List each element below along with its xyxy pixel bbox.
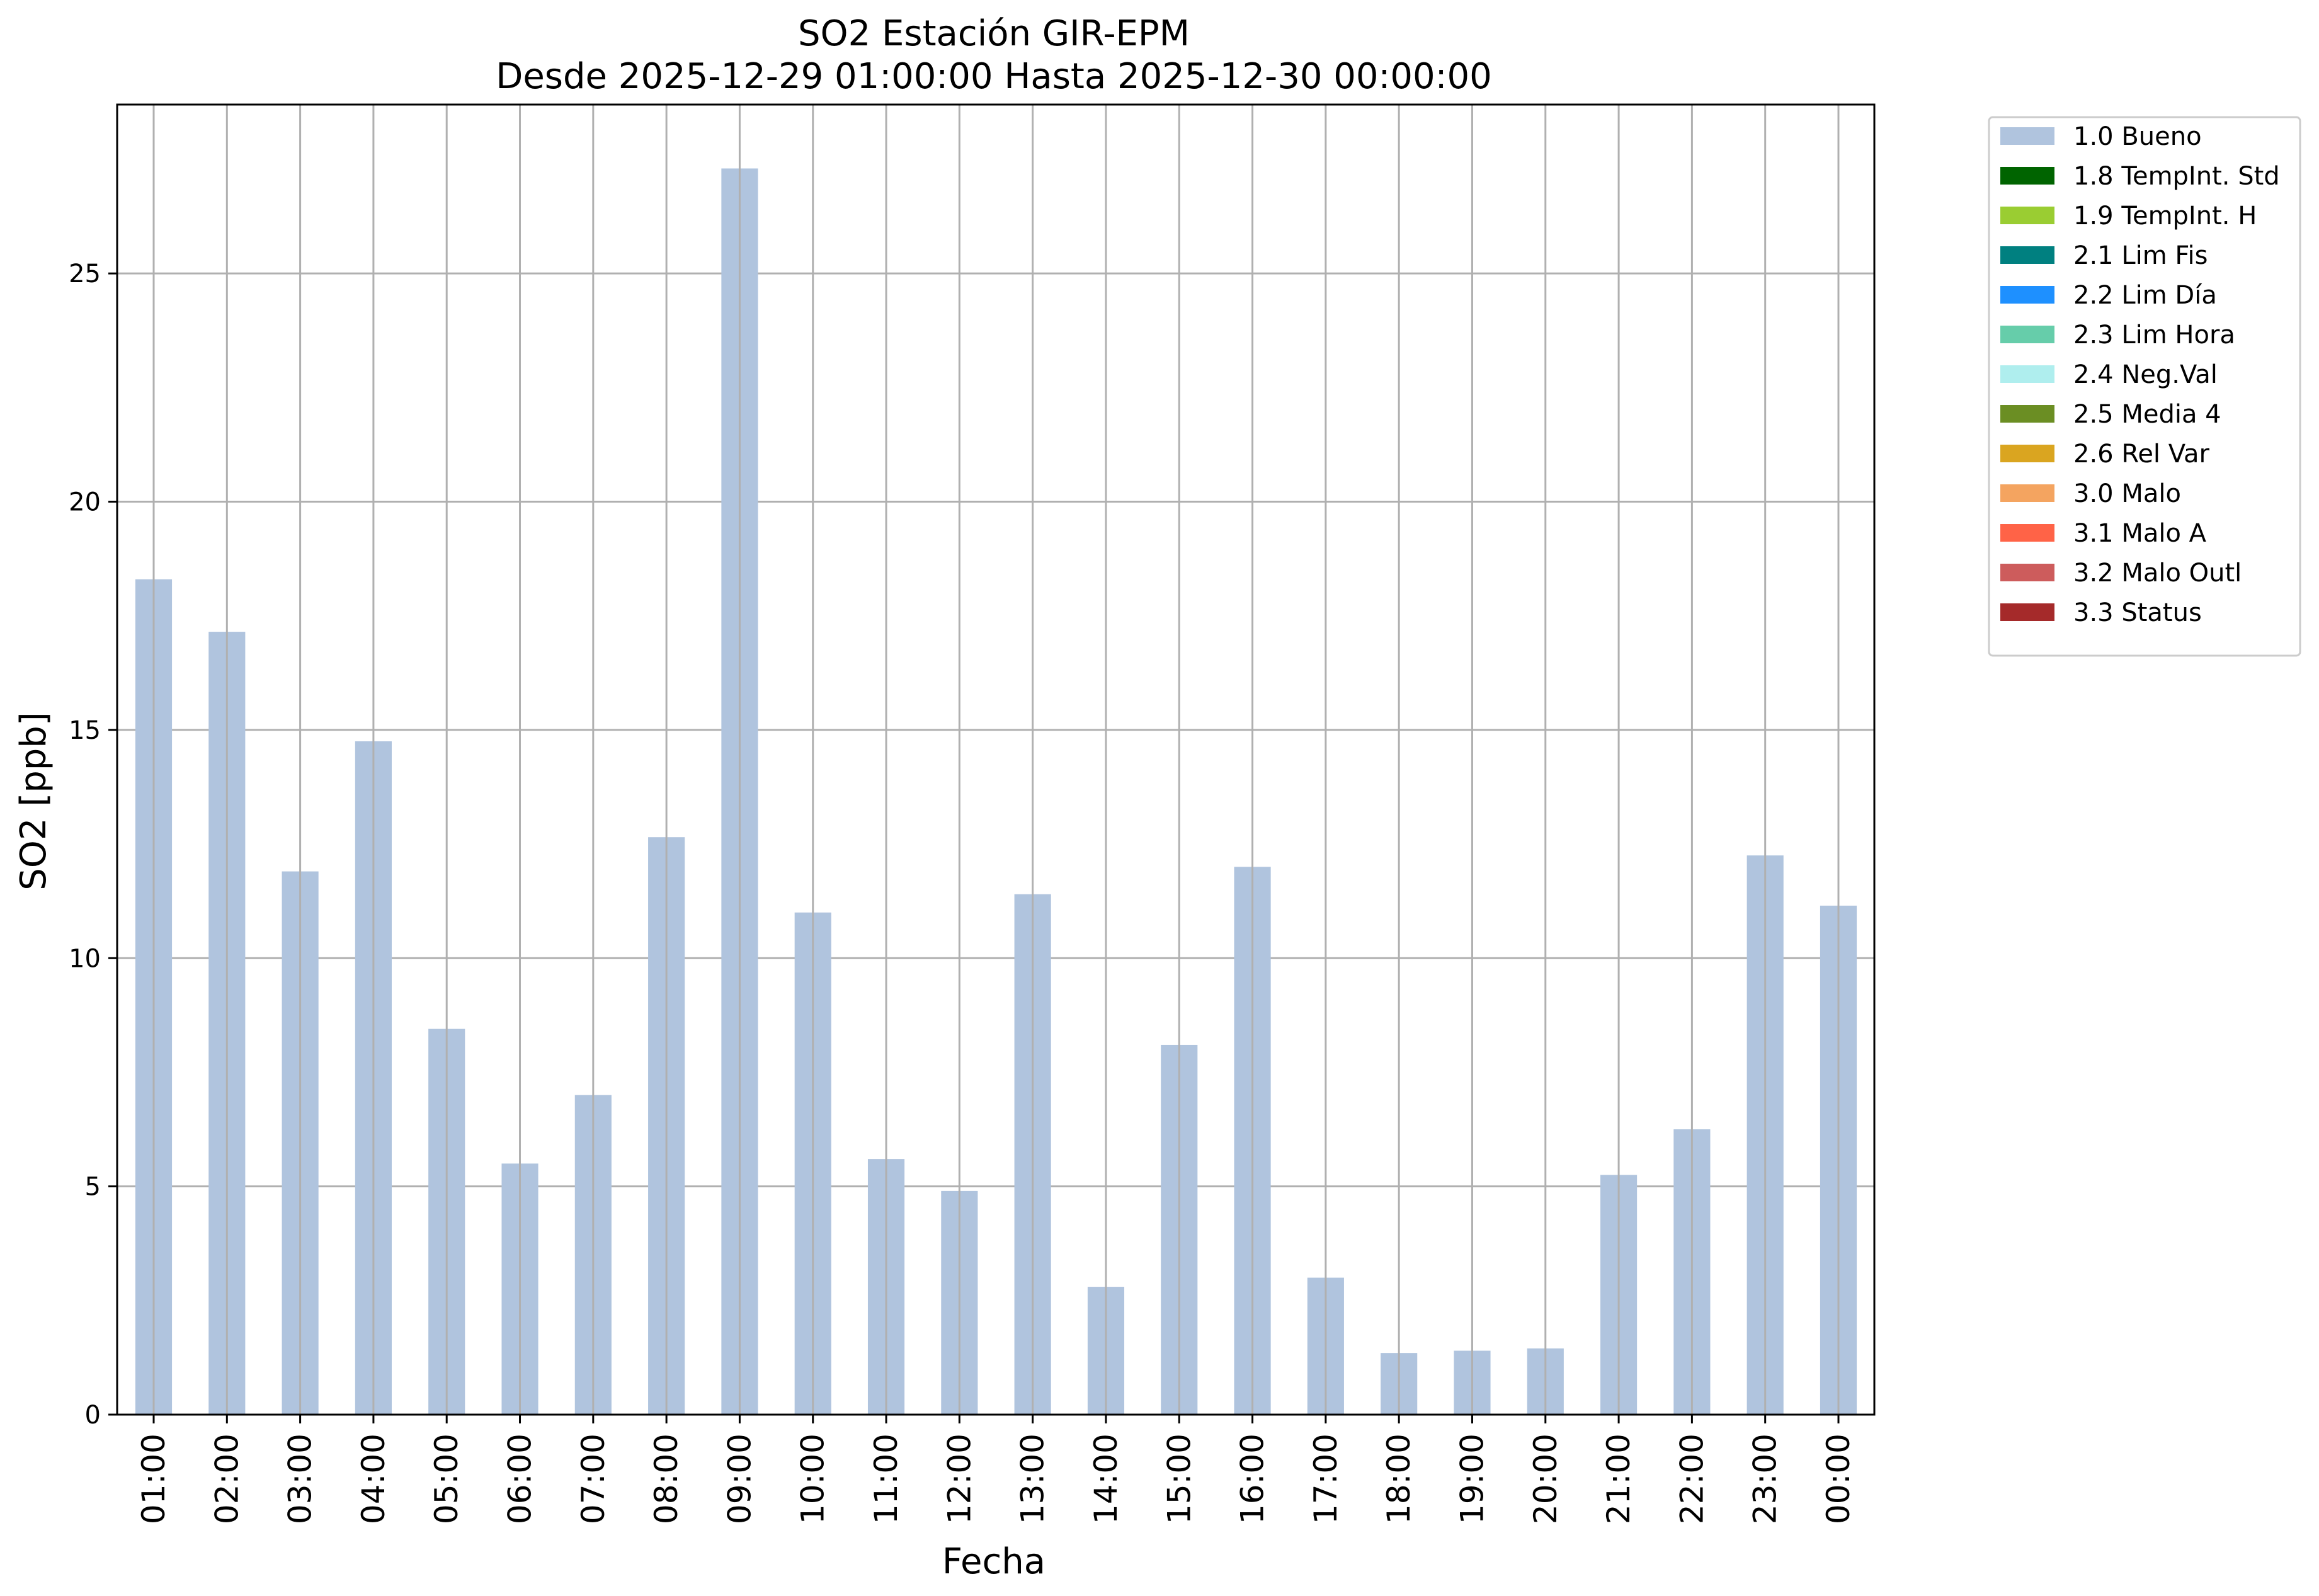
x-tick-label: 09:00	[721, 1434, 758, 1524]
x-tick-label: 01:00	[135, 1434, 172, 1524]
legend-label: 2.3 Lim Hora	[2073, 321, 2235, 350]
legend-swatch	[2000, 326, 2054, 343]
legend-label: 2.1 Lim Fis	[2073, 241, 2208, 270]
y-tick-label: 10	[69, 944, 101, 973]
legend-label: 1.9 TempInt. H	[2073, 202, 2257, 231]
x-tick-label: 11:00	[868, 1434, 904, 1524]
y-axis-label: SO2 [ppb]	[13, 712, 54, 890]
legend-label: 1.0 Bueno	[2073, 122, 2202, 151]
x-tick-label: 06:00	[502, 1434, 538, 1524]
legend: 1.0 Bueno 1.8 TempInt. Std 1.9 TempInt. H 2…	[1988, 116, 2301, 657]
x-tick-label: 00:00	[1820, 1434, 1857, 1524]
x-tick-label: 13:00	[1015, 1434, 1051, 1524]
x-tick-label: 20:00	[1527, 1434, 1564, 1524]
x-axis-label: Fecha	[942, 1541, 1046, 1582]
x-tick-label: 23:00	[1747, 1434, 1784, 1524]
x-tick-label: 02:00	[208, 1434, 245, 1524]
legend-swatch	[2000, 365, 2054, 383]
legend-swatch	[2000, 603, 2054, 621]
legend-swatch	[2000, 445, 2054, 462]
x-tick-label: 19:00	[1454, 1434, 1490, 1524]
legend-label: 1.8 TempInt. Std	[2073, 162, 2280, 191]
legend-box	[1988, 116, 2301, 657]
x-tick-label: 15:00	[1161, 1434, 1197, 1524]
x-tick-label: 18:00	[1381, 1434, 1417, 1524]
x-tick-label: 21:00	[1600, 1434, 1637, 1524]
legend-label: 2.2 Lim Día	[2073, 281, 2217, 310]
legend-swatch	[2000, 167, 2054, 185]
legend-label: 3.1 Malo A	[2073, 519, 2207, 548]
x-tick-label: 05:00	[428, 1434, 465, 1524]
legend-label: 3.2 Malo Outl	[2073, 559, 2242, 588]
y-tick-label: 15	[69, 716, 101, 745]
x-tick-label: 22:00	[1673, 1434, 1710, 1524]
legend-label: 3.3 Status	[2073, 598, 2202, 627]
y-tick-label: 25	[69, 259, 101, 288]
legend-swatch	[2000, 127, 2054, 145]
x-tick-label: 12:00	[941, 1434, 977, 1524]
legend-label: 2.5 Media 4	[2073, 400, 2221, 429]
legend-swatch	[2000, 207, 2054, 224]
vertical-grid-lines	[152, 105, 1840, 1415]
legend-swatch	[2000, 524, 2054, 542]
y-tick-label: 5	[85, 1173, 101, 1202]
legend-swatch	[2000, 405, 2054, 423]
x-tick-label: 08:00	[648, 1434, 685, 1524]
legend-swatch	[2000, 286, 2054, 304]
x-tick-label: 17:00	[1308, 1434, 1344, 1524]
chart-subtitle: Desde 2025-12-29 01:00:00 Hasta 2025-12-…	[496, 56, 1492, 97]
legend-swatch	[2000, 484, 2054, 502]
x-tick-label: 03:00	[282, 1434, 319, 1524]
legend-label: 3.0 Malo	[2073, 479, 2181, 508]
legend-label: 2.4 Neg.Val	[2073, 360, 2218, 389]
x-tick-label: 04:00	[355, 1434, 392, 1524]
x-tick-label: 16:00	[1234, 1434, 1271, 1524]
y-tick-label: 20	[69, 488, 101, 517]
x-tick-label: 14:00	[1088, 1434, 1124, 1524]
legend-swatch	[2000, 564, 2054, 581]
chart-title: SO2 Estación GIR-EPM	[798, 13, 1190, 54]
y-axis-ticks: 0 5 10 15 20 25	[69, 259, 117, 1430]
y-tick-label: 0	[85, 1401, 101, 1430]
x-axis-ticks: 01:00 02:00 03:00 04:00 05:00 06:00 07:00 08:00…	[135, 1415, 1857, 1524]
bars	[135, 168, 1857, 1415]
legend-label: 2.6 Rel Var	[2073, 440, 2210, 469]
legend-swatch	[2000, 246, 2054, 264]
plot-frame	[116, 103, 1876, 1416]
x-tick-label: 10:00	[795, 1434, 831, 1524]
x-tick-label: 07:00	[575, 1434, 612, 1524]
